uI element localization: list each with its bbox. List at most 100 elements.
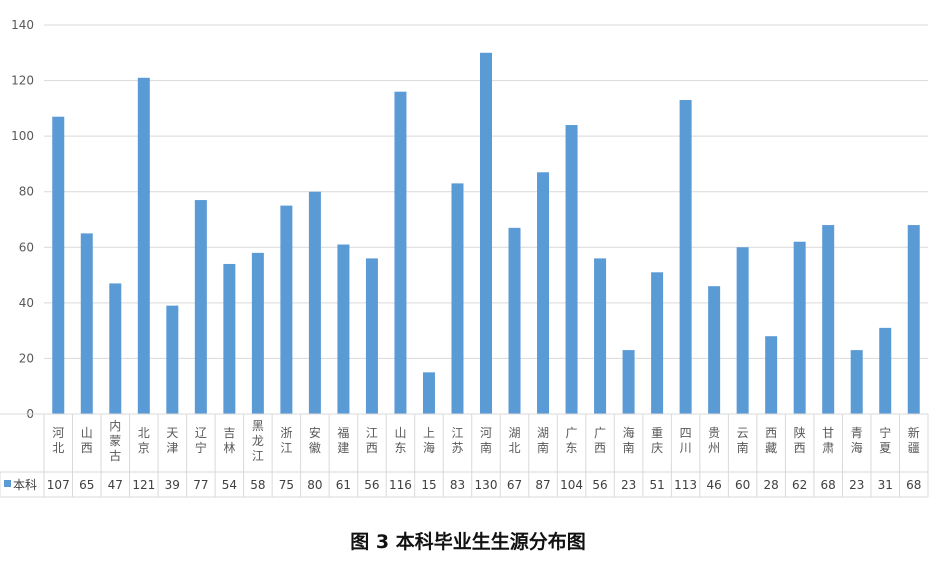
data-value-label: 61 bbox=[336, 478, 351, 492]
bar bbox=[52, 116, 65, 414]
category-label: 江西 bbox=[366, 426, 378, 455]
data-value-label: 113 bbox=[674, 478, 697, 492]
bar bbox=[708, 286, 721, 414]
category-label: 福建 bbox=[337, 425, 349, 455]
category-label: 浙江 bbox=[280, 426, 292, 455]
data-value-label: 62 bbox=[792, 478, 807, 492]
category-label: 河南 bbox=[480, 426, 492, 455]
data-value-label: 54 bbox=[222, 478, 237, 492]
data-value-label: 47 bbox=[108, 478, 123, 492]
y-tick-label: 60 bbox=[19, 240, 34, 254]
data-value-label: 39 bbox=[165, 478, 180, 492]
category-label: 河北 bbox=[52, 426, 64, 455]
category-label: 山东 bbox=[394, 426, 406, 455]
bar bbox=[679, 100, 692, 415]
category-label: 重庆 bbox=[651, 426, 663, 455]
category-label: 西藏 bbox=[765, 426, 777, 455]
category-label: 天津 bbox=[166, 426, 178, 455]
bar bbox=[422, 372, 435, 414]
bar bbox=[109, 283, 122, 414]
category-label: 广东 bbox=[566, 426, 578, 455]
category-label: 辽宁 bbox=[195, 426, 207, 455]
data-value-label: 51 bbox=[649, 478, 664, 492]
bar bbox=[394, 91, 407, 414]
category-label: 四川 bbox=[680, 426, 692, 455]
data-value-label: 77 bbox=[193, 478, 208, 492]
bar bbox=[80, 233, 93, 414]
category-label: 安徽 bbox=[309, 425, 321, 455]
y-tick-label: 40 bbox=[19, 296, 34, 310]
legend-swatch bbox=[4, 480, 11, 487]
data-value-label: 65 bbox=[79, 478, 94, 492]
bar bbox=[223, 263, 236, 414]
data-value-label: 31 bbox=[878, 478, 893, 492]
data-value-label: 67 bbox=[507, 478, 522, 492]
data-value-label: 121 bbox=[132, 478, 155, 492]
category-label: 宁夏 bbox=[879, 425, 891, 455]
category-label: 湖南 bbox=[537, 425, 549, 455]
category-label: 云南 bbox=[737, 426, 749, 455]
bar bbox=[308, 191, 321, 414]
bar bbox=[451, 183, 464, 414]
bar bbox=[508, 227, 521, 414]
category-label: 吉林 bbox=[223, 426, 235, 455]
data-value-label: 83 bbox=[450, 478, 465, 492]
data-value-label: 15 bbox=[421, 478, 436, 492]
data-value-label: 130 bbox=[475, 478, 498, 492]
category-label: 黑龙江 bbox=[252, 419, 264, 463]
bar bbox=[622, 350, 635, 414]
legend-label: 本科 bbox=[13, 478, 37, 492]
bars bbox=[52, 52, 920, 415]
bar bbox=[365, 258, 378, 414]
bar bbox=[565, 125, 578, 415]
y-tick-label: 120 bbox=[11, 74, 34, 88]
category-label: 甘肃 bbox=[822, 426, 834, 455]
category-label: 青海 bbox=[851, 426, 863, 455]
bar bbox=[793, 241, 806, 414]
data-value-label: 46 bbox=[706, 478, 721, 492]
bar bbox=[480, 52, 492, 415]
category-label: 上海 bbox=[423, 426, 435, 455]
figure-caption: 图 3 本科毕业生生源分布图 bbox=[350, 531, 586, 553]
category-label: 贵州 bbox=[708, 426, 720, 455]
data-value-label: 56 bbox=[592, 478, 607, 492]
bar bbox=[850, 350, 863, 414]
bar bbox=[280, 205, 293, 414]
category-label: 海南 bbox=[623, 425, 635, 455]
y-tick-label: 20 bbox=[19, 351, 34, 365]
data-value-label: 80 bbox=[307, 478, 322, 492]
data-value-label: 23 bbox=[849, 478, 864, 492]
category-label: 北京 bbox=[138, 426, 150, 455]
bar bbox=[651, 272, 664, 414]
bar bbox=[194, 200, 207, 414]
bar bbox=[251, 252, 264, 414]
data-value-label: 60 bbox=[735, 478, 750, 492]
category-label: 山西 bbox=[81, 426, 93, 455]
data-value-label: 23 bbox=[621, 478, 636, 492]
category-label: 陕西 bbox=[794, 425, 806, 455]
bar bbox=[594, 258, 607, 414]
data-value-label: 68 bbox=[821, 478, 836, 492]
data-value-label: 87 bbox=[535, 478, 550, 492]
category-label: 内蒙古 bbox=[109, 419, 121, 463]
data-value-label: 75 bbox=[279, 478, 294, 492]
bar bbox=[765, 336, 778, 414]
y-tick-label: 140 bbox=[11, 18, 34, 32]
bar bbox=[337, 244, 350, 414]
bar bbox=[166, 305, 179, 414]
data-value-label: 116 bbox=[389, 478, 412, 492]
category-label: 广西 bbox=[594, 426, 606, 455]
y-tick-label: 80 bbox=[19, 185, 34, 199]
bar bbox=[822, 225, 835, 414]
category-label: 新疆 bbox=[908, 425, 920, 455]
data-value-label: 56 bbox=[364, 478, 379, 492]
data-value-label: 68 bbox=[906, 478, 921, 492]
bar bbox=[537, 172, 550, 414]
bar bbox=[736, 247, 749, 414]
bar bbox=[879, 327, 892, 414]
data-value-label: 58 bbox=[250, 478, 265, 492]
y-tick-label: 100 bbox=[11, 129, 34, 143]
data-value-label: 104 bbox=[560, 478, 583, 492]
